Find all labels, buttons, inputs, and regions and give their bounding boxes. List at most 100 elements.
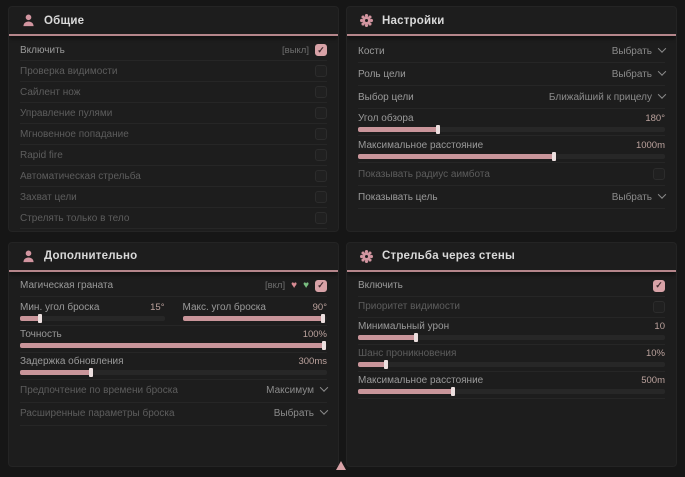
row-visibility-check[interactable]: Проверка видимости bbox=[20, 61, 327, 82]
bones-dropdown[interactable]: Выбрать bbox=[612, 43, 667, 57]
dropdown-value: Выбрать bbox=[611, 191, 652, 203]
slider-thumb[interactable] bbox=[435, 124, 440, 134]
row-label: Мгновенное попадание bbox=[20, 128, 129, 140]
row-label: Задержка обновления bbox=[20, 356, 124, 367]
row-target-role[interactable]: Роль цели Выбрать bbox=[358, 63, 667, 86]
heart-green-icon[interactable]: ♥ bbox=[303, 279, 309, 291]
row-throw-angles: Мин. угол броска 15° Макс. угол броска 9… bbox=[20, 297, 327, 326]
row-bullet-control[interactable]: Управление пулями bbox=[20, 103, 327, 124]
panel-title: Дополнительно bbox=[44, 250, 138, 262]
slider-thumb[interactable] bbox=[321, 341, 326, 350]
dropdown-value: Ближайший к прицелу bbox=[548, 91, 652, 103]
row-label: Захват цели bbox=[20, 191, 77, 203]
checkbox[interactable] bbox=[653, 168, 665, 180]
update-delay-slider[interactable] bbox=[20, 368, 327, 377]
row-enable[interactable]: Включить bbox=[358, 276, 665, 297]
slider-thumb[interactable] bbox=[320, 313, 325, 323]
checkbox[interactable] bbox=[315, 44, 327, 56]
row-label: Расширенные параметры броска bbox=[20, 408, 175, 419]
show-target-dropdown[interactable]: Выбрать bbox=[611, 189, 667, 203]
checkbox[interactable] bbox=[315, 170, 327, 182]
row-label: Угол обзора bbox=[358, 112, 414, 124]
row-label: Магическая граната bbox=[20, 280, 114, 291]
dropdown-value: Максимум bbox=[266, 385, 314, 396]
checkbox[interactable] bbox=[653, 279, 665, 292]
target-select-dropdown[interactable]: Ближайший к прицелу bbox=[548, 89, 667, 103]
panel-settings-body: Кости Выбрать Роль цели Выбрать Выбор це… bbox=[347, 36, 676, 213]
throw-time-dropdown[interactable]: Максимум bbox=[266, 383, 329, 396]
row-rapid-fire[interactable]: Rapid fire bbox=[20, 145, 327, 166]
slider-value: 500m bbox=[641, 375, 665, 386]
accuracy-slider[interactable] bbox=[20, 341, 327, 350]
max-distance-slider[interactable] bbox=[358, 387, 665, 396]
row-update-delay: Задержка обновления 300ms bbox=[20, 353, 327, 380]
checkbox[interactable] bbox=[315, 86, 327, 98]
penetration-chance-slider[interactable] bbox=[358, 360, 665, 369]
row-body-only[interactable]: Стрелять только в тело bbox=[20, 208, 327, 229]
cursor-icon bbox=[336, 461, 346, 470]
dropdown-value: Выбрать bbox=[611, 68, 652, 80]
chevron-down-icon bbox=[657, 89, 667, 99]
row-label: Шанс проникновения bbox=[358, 348, 457, 359]
slider-value: 15° bbox=[150, 301, 165, 313]
slider-value: 10 bbox=[654, 321, 665, 332]
row-instant-hit[interactable]: Мгновенное попадание bbox=[20, 124, 327, 145]
keybind-label[interactable]: [выкл] bbox=[282, 44, 309, 56]
row-label: Мин. угол броска bbox=[20, 301, 100, 313]
panel-title: Настройки bbox=[382, 14, 445, 27]
row-enable[interactable]: Включить [выкл] bbox=[20, 40, 327, 61]
row-bones[interactable]: Кости Выбрать bbox=[358, 40, 667, 63]
min-damage-slider[interactable] bbox=[358, 333, 665, 342]
row-throw-time-pref[interactable]: Предпочтение по времени броска Максимум bbox=[20, 380, 329, 403]
panel-wallbang: Стрельба через стены Включить Приоритет … bbox=[346, 241, 677, 467]
checkbox[interactable] bbox=[315, 65, 327, 77]
fov-slider[interactable] bbox=[358, 124, 665, 134]
checkbox[interactable] bbox=[315, 149, 327, 161]
slider-thumb[interactable] bbox=[88, 368, 93, 377]
keybind-label[interactable]: [вкл] bbox=[264, 280, 286, 291]
row-target-select[interactable]: Выбор цели Ближайший к прицелу bbox=[358, 86, 667, 109]
checkbox[interactable] bbox=[315, 191, 327, 203]
row-advanced-throw[interactable]: Расширенные параметры броска Выбрать bbox=[20, 403, 329, 426]
min-angle-slider[interactable] bbox=[20, 313, 165, 323]
chevron-down-icon bbox=[657, 66, 667, 76]
row-max-distance: Максимальное расстояние 500m bbox=[358, 372, 665, 399]
row-show-radius[interactable]: Показывать радиус аимбота bbox=[358, 163, 665, 186]
row-fov: Угол обзора 180° bbox=[358, 109, 665, 136]
row-show-target[interactable]: Показывать цель Выбрать bbox=[358, 186, 667, 209]
row-label: Точность bbox=[20, 329, 62, 340]
slider-thumb[interactable] bbox=[383, 360, 388, 369]
gear-icon bbox=[359, 13, 374, 28]
checkbox[interactable] bbox=[315, 128, 327, 140]
row-label: Роль цели bbox=[358, 68, 406, 80]
advanced-throw-dropdown[interactable]: Выбрать bbox=[274, 406, 329, 419]
row-visibility-priority[interactable]: Приоритет видимости bbox=[358, 297, 665, 318]
heart-pink-icon[interactable]: ♥ bbox=[291, 279, 298, 291]
row-label: Минимальный урон bbox=[358, 321, 450, 332]
row-target-lock[interactable]: Захват цели bbox=[20, 187, 327, 208]
row-auto-fire[interactable]: Автоматическая стрельба bbox=[20, 166, 327, 187]
row-magic-grenade[interactable]: Магическая граната [вкл] ♥ ♥ bbox=[20, 276, 327, 297]
max-distance-slider[interactable] bbox=[358, 151, 665, 161]
slider-thumb[interactable] bbox=[552, 151, 557, 161]
panel-general-header: Общие bbox=[9, 7, 338, 36]
max-angle-slider[interactable] bbox=[182, 313, 327, 323]
checkbox[interactable] bbox=[315, 107, 327, 119]
panel-wallbang-header: Стрельба через стены bbox=[347, 243, 676, 272]
row-label: Проверка видимости bbox=[20, 65, 118, 77]
checkbox[interactable] bbox=[315, 279, 327, 292]
slider-value: 90° bbox=[312, 301, 327, 313]
target-role-dropdown[interactable]: Выбрать bbox=[611, 66, 667, 80]
row-label: Управление пулями bbox=[20, 107, 113, 119]
panel-settings-header: Настройки bbox=[347, 7, 676, 36]
panel-settings: Настройки Кости Выбрать Роль цели Выбрат… bbox=[346, 6, 677, 232]
checkbox[interactable] bbox=[653, 300, 665, 313]
row-silent-knife[interactable]: Сайлент нож bbox=[20, 82, 327, 103]
slider-value: 300ms bbox=[298, 356, 327, 367]
slider-thumb[interactable] bbox=[38, 313, 43, 323]
slider-thumb[interactable] bbox=[451, 387, 456, 396]
slider-thumb[interactable] bbox=[414, 333, 419, 342]
checkbox[interactable] bbox=[315, 212, 327, 224]
row-label: Макс. угол броска bbox=[182, 301, 266, 313]
